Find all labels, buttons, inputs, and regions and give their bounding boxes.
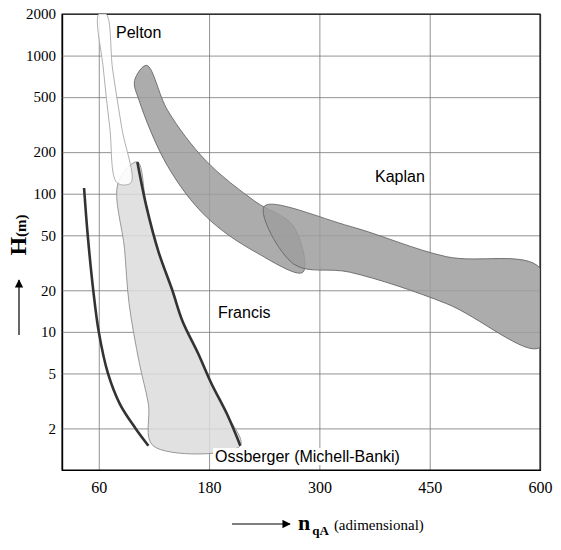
x-grid-line [99, 14, 100, 470]
label-background [216, 304, 272, 321]
y-grid-line [62, 152, 540, 153]
boundary-line [84, 188, 148, 446]
region-label: Ossberger (Michell-Banki) [215, 448, 400, 465]
x-title-rest: (adimensional) [334, 517, 424, 534]
x-grid-line [430, 14, 431, 470]
region-label-group: Francis [216, 304, 272, 321]
y-tick: 100 [34, 186, 541, 202]
y-tick-label: 2000 [26, 6, 56, 22]
x-axis-title: nqA (adimensional) [298, 510, 424, 538]
plot-area [84, 14, 540, 454]
x-title-sub: qA [312, 523, 329, 538]
y-tick: 2 [49, 421, 541, 437]
region-label-group: Kaplan [373, 168, 427, 185]
x-tick-label: 300 [308, 479, 332, 496]
y-tick-label: 50 [41, 228, 56, 244]
label-background [373, 168, 427, 185]
x-title-main: n [298, 510, 310, 535]
x-tick-label: 600 [529, 479, 553, 496]
chart-container: 60 180 300 450 600 2 5 10 20 50 100 200 500 1000 2000 O… [0, 0, 561, 550]
y-title-main: H [5, 237, 31, 256]
y-tick-label: 5 [49, 366, 57, 382]
y-tick: 5 [49, 366, 541, 382]
region-area [263, 204, 540, 349]
y-tick-label: 200 [34, 144, 57, 160]
y-title-rest: (m) [13, 214, 30, 237]
x-axis: 60 180 300 450 600 [63, 14, 553, 496]
y-arrow [18, 280, 19, 335]
y-tick-label: 100 [34, 186, 57, 202]
y-grid-line [62, 428, 540, 429]
region-label-group: Ossberger (Michell-Banki) [213, 448, 402, 465]
region-label: Kaplan [375, 168, 425, 185]
x-arrow [232, 523, 290, 524]
y-tick: 10 [41, 324, 540, 340]
region-label-group: Pelton [114, 24, 163, 41]
y-grid-line [62, 97, 540, 98]
y-tick-label: 20 [41, 283, 56, 299]
x-tick-label: 180 [198, 479, 222, 496]
x-tick-label: 450 [418, 479, 442, 496]
region-label: Pelton [116, 24, 161, 41]
label-background [213, 448, 402, 465]
label-background [114, 24, 163, 41]
chart-svg: 60 180 300 450 600 2 5 10 20 50 100 200 500 1000 2000 O… [0, 0, 561, 550]
y-grid-line [62, 56, 540, 57]
y-tick-label: 1000 [26, 48, 56, 64]
y-tick-label: 2 [49, 421, 57, 437]
region-labels: Ossberger (Michell-Banki) Francis Kaplan Pe… [114, 24, 427, 465]
y-tick-label: 500 [34, 89, 57, 105]
y-grid-line [62, 373, 540, 374]
y-tick-label: 10 [41, 324, 56, 340]
region-label: Francis [218, 304, 270, 321]
x-tick-label: 60 [91, 479, 107, 496]
y-axis-title: H(m) [5, 214, 31, 255]
y-tick: 200 [34, 144, 541, 160]
